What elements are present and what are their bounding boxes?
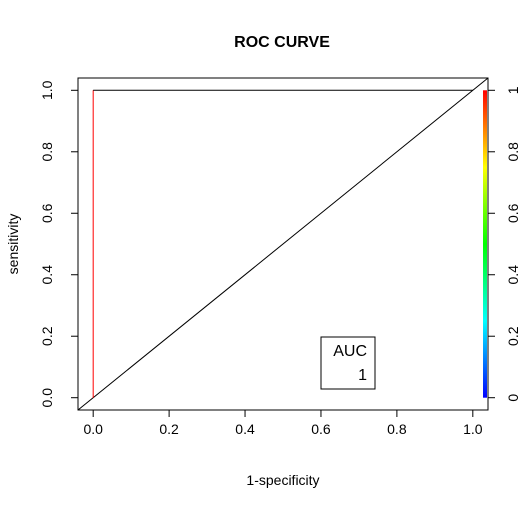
x-tick-label: 1.0 [463,421,483,437]
y-tick-label: 0.6 [39,203,55,223]
x-tick-label: 0.6 [311,421,331,437]
plot-frame [77,77,489,411]
y-tick-label: 0.4 [39,265,55,285]
colorbar-tick-label: 0.2 [505,326,521,346]
colorbar [483,90,487,398]
colorbar-tick-label: 1 [505,86,521,94]
y-tick-label: 1.0 [39,80,55,100]
auc-value: 1 [358,367,367,384]
y-tick-label: 0.2 [39,326,55,346]
x-axis-title: 1-specificity [246,472,319,488]
diagonal-reference-line [77,77,489,411]
x-tick-label: 0.8 [387,421,407,437]
y-tick-label: 0.8 [39,142,55,162]
auc-label: AUC [333,343,367,360]
x-tick-label: 0.2 [159,421,179,437]
chart-title: ROC CURVE [234,34,330,51]
y-axis-title: sensitivity [5,214,21,275]
colorbar-tick-label: 0 [505,394,521,402]
y-tick-label: 0.0 [39,388,55,408]
colorbar-tick-label: 0.6 [505,203,521,223]
colorbar-tick-label: 0.8 [505,142,521,162]
colorbar-tick-label: 0.4 [505,265,521,285]
x-tick-label: 0.4 [235,421,255,437]
auc-box [320,336,376,390]
x-tick-label: 0.0 [83,421,103,437]
